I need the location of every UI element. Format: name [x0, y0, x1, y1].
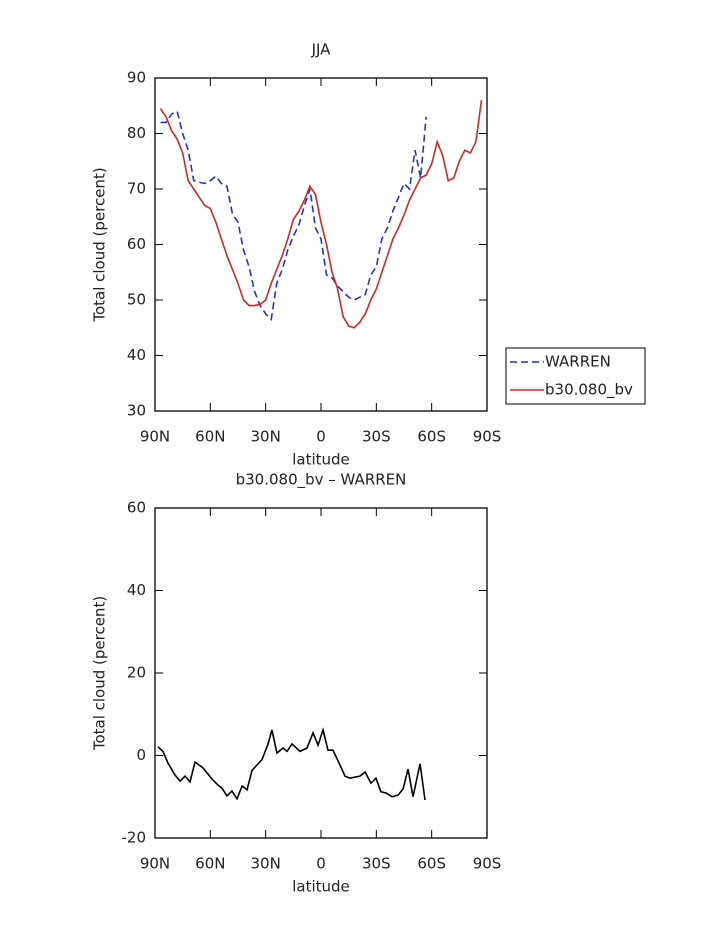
x-axis-label: latitude	[292, 451, 350, 469]
x-tick-label: 60S	[417, 855, 446, 873]
plot-frame	[154, 507, 488, 839]
legend-label: WARREN	[545, 353, 611, 371]
data-line	[157, 727, 426, 801]
x-tick-label: 90N	[140, 428, 170, 446]
legend-label: b30.080_bv	[545, 381, 633, 400]
x-tick-label: 30N	[251, 428, 281, 446]
y-tick-label: 80	[127, 124, 146, 142]
x-tick-label: 30S	[362, 428, 391, 446]
x-tick-label: 90S	[473, 855, 502, 873]
x-tick-label: 30N	[251, 855, 281, 873]
data-line	[159, 100, 483, 329]
y-tick-label: 70	[127, 180, 146, 198]
legend-box	[505, 347, 646, 405]
y-tick-label: -20	[122, 829, 147, 847]
y-axis-label: Total cloud (percent)	[91, 596, 109, 751]
y-axis-label: Total cloud (percent)	[91, 167, 109, 322]
x-tick-label: 30S	[362, 855, 391, 873]
plot-frame	[154, 77, 488, 412]
chart-title: JJA	[311, 41, 332, 59]
y-tick-label: 60	[127, 499, 146, 517]
x-tick-label: 60S	[417, 428, 446, 446]
y-tick-label: 90	[127, 69, 146, 87]
y-tick-label: 0	[136, 746, 146, 764]
data-line	[160, 110, 427, 322]
x-tick-label: 90N	[140, 855, 170, 873]
x-tick-label: 0	[316, 428, 326, 446]
y-tick-label: 20	[127, 664, 146, 682]
x-axis-label: latitude	[292, 878, 350, 896]
y-tick-label: 40	[127, 346, 146, 364]
x-tick-label: 90S	[473, 428, 502, 446]
x-tick-label: 60N	[195, 428, 225, 446]
y-tick-label: 40	[127, 581, 146, 599]
chart-title: b30.080_bv – WARREN	[236, 471, 407, 490]
x-tick-label: 0	[316, 855, 326, 873]
y-tick-label: 30	[127, 402, 146, 420]
y-tick-label: 60	[127, 235, 146, 253]
x-tick-label: 60N	[195, 855, 225, 873]
y-tick-label: 50	[127, 291, 146, 309]
